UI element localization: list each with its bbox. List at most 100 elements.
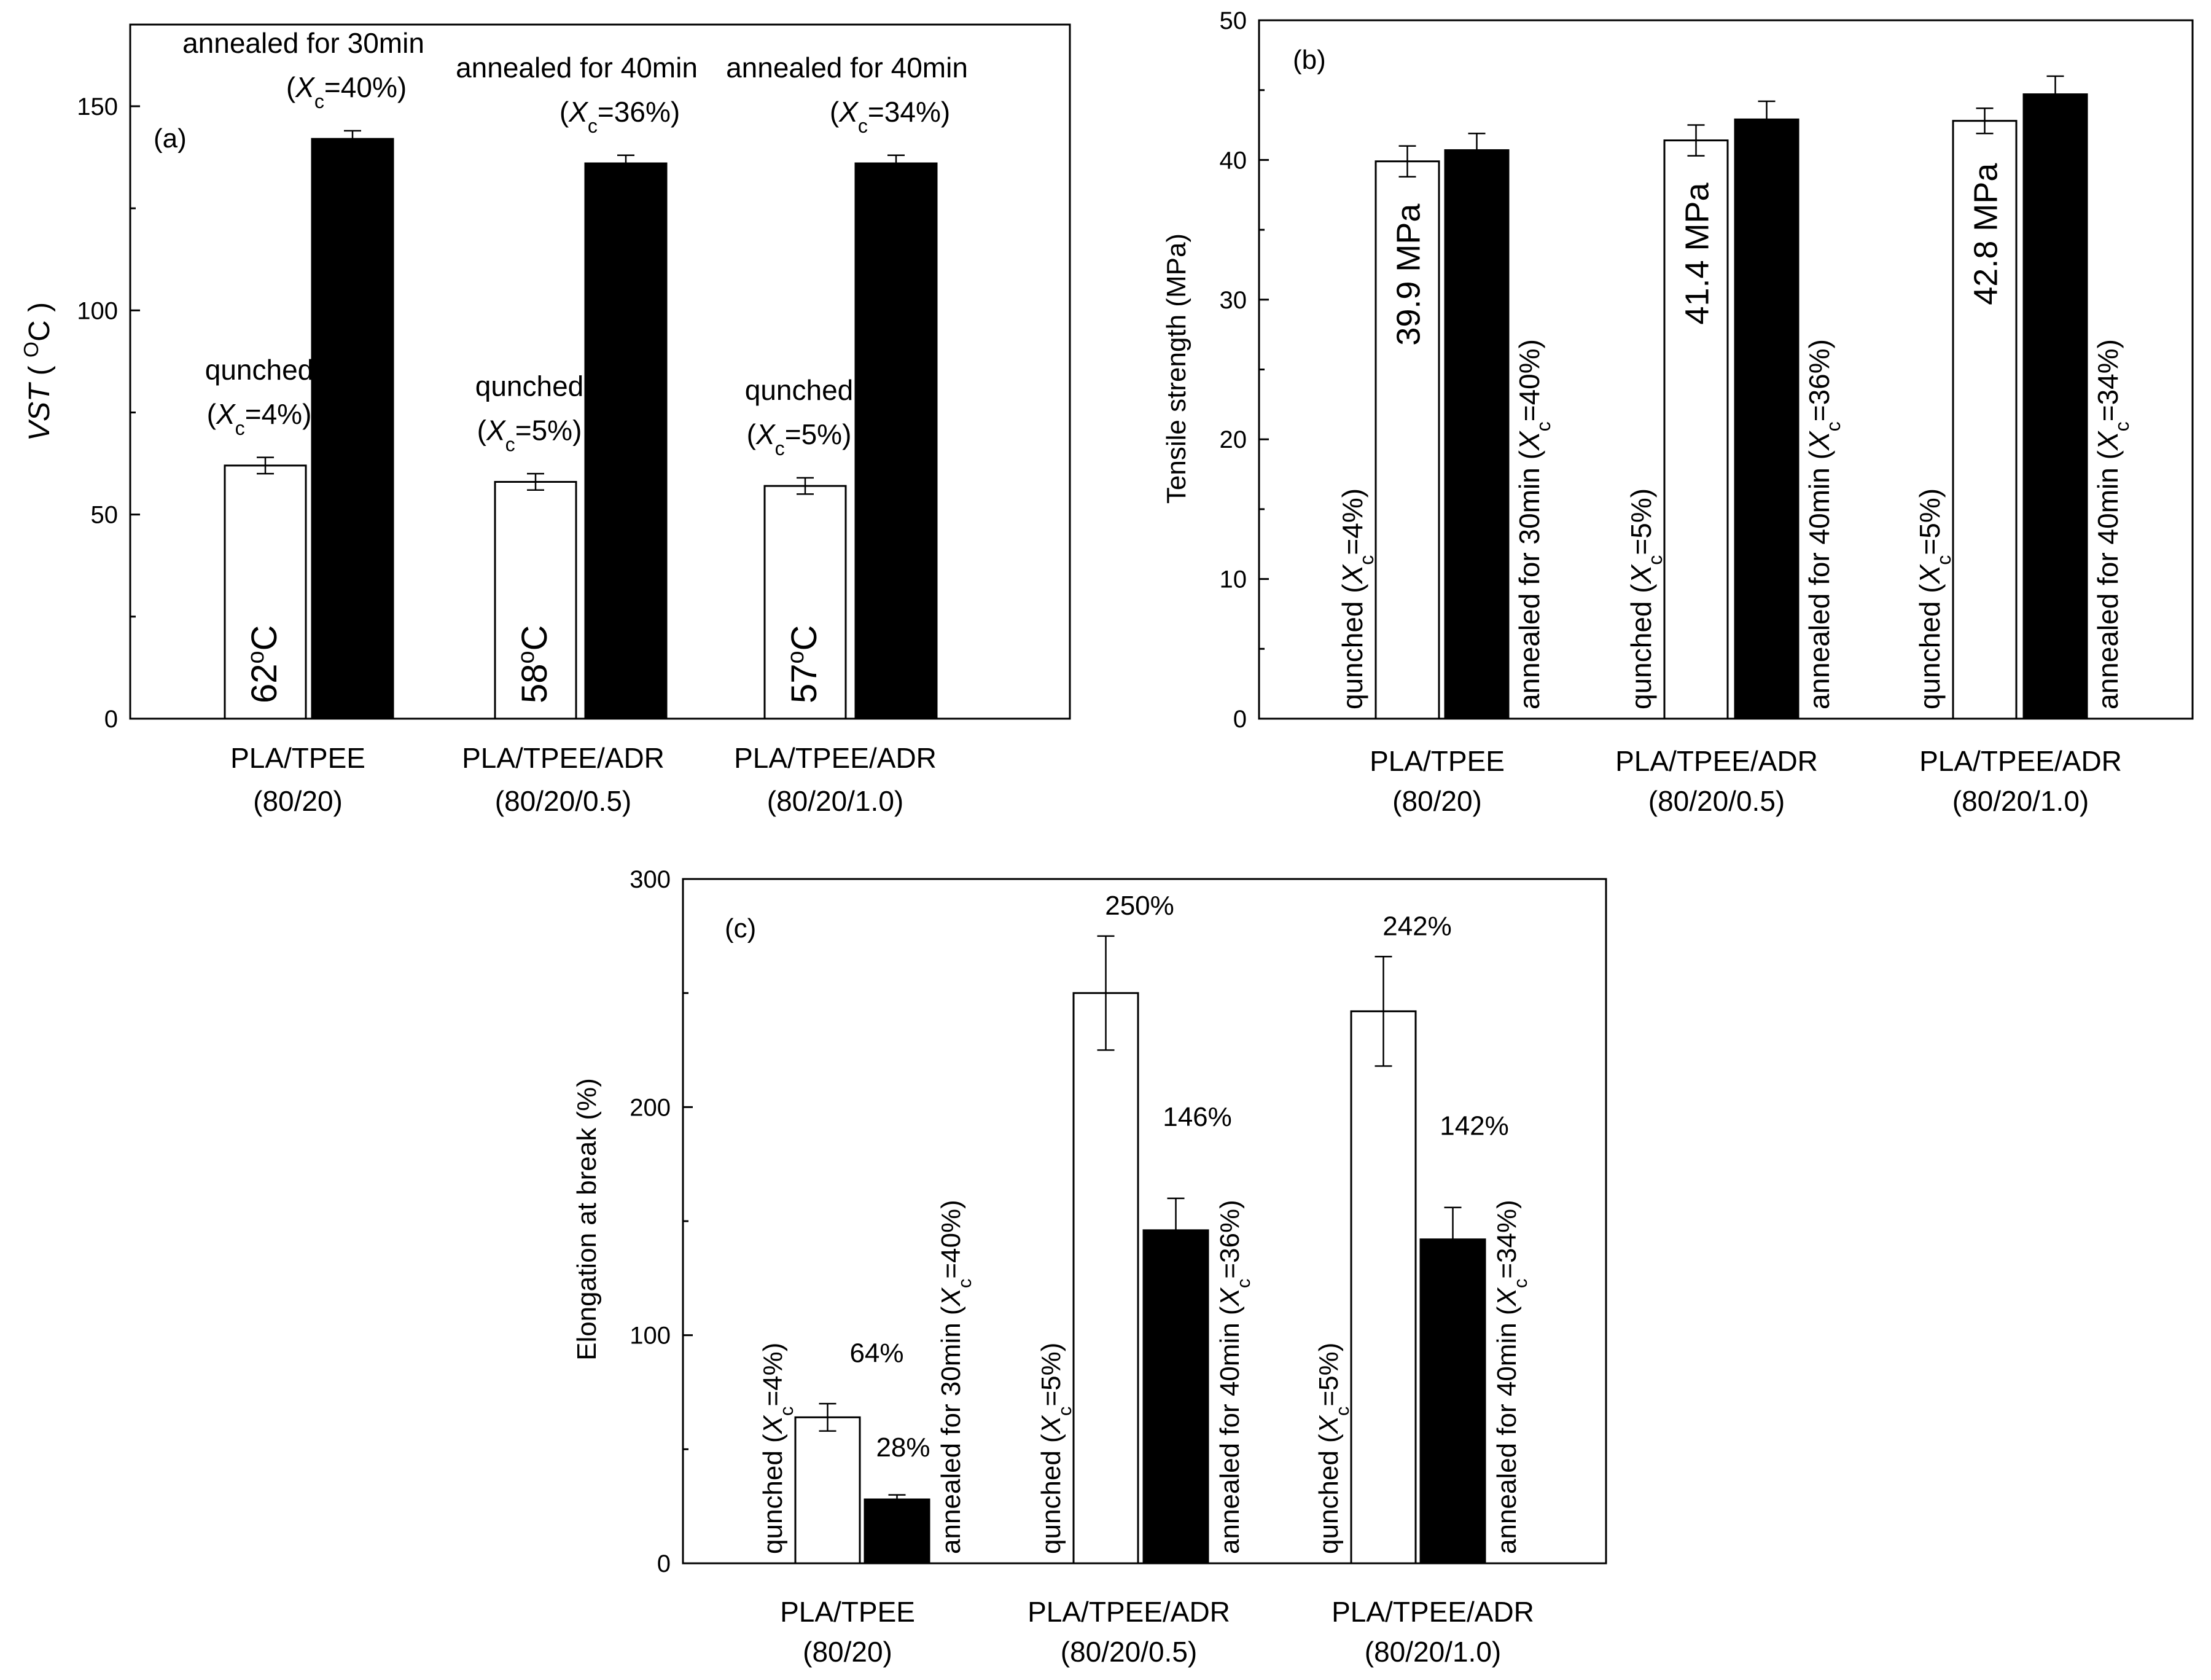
y-tick-label: 10	[1220, 566, 1247, 593]
y-axis-label: Elongation at break (%)	[572, 1078, 602, 1361]
bar-annealed-2	[584, 162, 668, 720]
bar-quenched-1	[224, 464, 307, 720]
y-axis-label: VST ( OC )	[20, 302, 57, 441]
chart-panel-2: 0 10 20 30 40 50 Tensile strength (MPa) (b) PLA/…	[1161, 7, 2194, 817]
data-label: 44.7 MPa	[2038, 136, 2075, 278]
error-bar	[2046, 75, 2064, 114]
y-axis-label: Tensile strength (MPa)	[1161, 233, 1191, 504]
bar-quenched-3	[1350, 1010, 1417, 1565]
bar-annealed-2	[1142, 1229, 1209, 1565]
bar-annealed-3	[2022, 93, 2088, 720]
condition-label: annealed for 40min (Xc=34%)	[2092, 339, 2133, 709]
condition-label: annealed for 40min	[456, 52, 698, 84]
bar-annealed-3	[854, 162, 938, 720]
condition-label: qunched (Xc=4%)	[758, 1343, 797, 1554]
condition-label: annealed for 40min (Xc=34%)	[1492, 1200, 1531, 1554]
error-bar	[527, 472, 544, 491]
crystallinity-label: (Xc=5%)	[747, 418, 852, 459]
data-label: 242%	[1382, 911, 1452, 941]
x-category-label: (80/20)	[253, 785, 343, 817]
data-label: 40.7 MPa	[1460, 192, 1497, 334]
error-bar	[1375, 956, 1392, 1067]
data-label: 41.4 MPa	[1679, 182, 1716, 324]
y-tick-label: 0	[1233, 706, 1247, 733]
chart-panel-1: 0 50 100 150 VST ( OC ) (a) PLA/TPEE (80/20) PLA…	[20, 23, 1071, 817]
data-label: 42.8 MPa	[1968, 163, 2005, 305]
y-tick-label: 100	[630, 1323, 671, 1350]
x-category-label: PLA/TPEE/ADR	[734, 742, 937, 774]
panel-label: (a)	[154, 123, 187, 154]
error-bar	[1976, 107, 1994, 135]
y-tick-label: 40	[1220, 147, 1247, 174]
chart-panel-3: 0 100 200 300 Elongation at break (%) (c) PLA/…	[572, 866, 1607, 1668]
x-category-label: (80/20/0.5)	[495, 785, 631, 817]
bar-annealed-1	[311, 138, 394, 720]
x-category-label: PLA/TPEE/ADR	[1332, 1596, 1534, 1628]
bar-quenched-3	[1952, 120, 2018, 720]
bar-annealed-3	[1419, 1238, 1486, 1565]
x-category-label: PLA/TPEE/ADR	[1615, 745, 1818, 777]
x-category-label: PLA/TPEE	[1370, 745, 1505, 777]
x-category-label: (80/20/1.0)	[1952, 785, 2089, 817]
x-category-label: (80/20/1.0)	[767, 785, 903, 817]
y-tick-label: 150	[77, 93, 118, 120]
data-label: 42.9 MPa	[1750, 161, 1787, 303]
condition-label: annealed for 40min (Xc=36%)	[1803, 339, 1844, 709]
panel-label: (b)	[1293, 45, 1326, 75]
condition-label: qunched	[745, 374, 854, 406]
condition-label: annealed for 30min (Xc=40%)	[936, 1200, 975, 1554]
condition-label: qunched	[475, 370, 584, 402]
data-label: 146%	[1163, 1102, 1232, 1132]
crystallinity-label: (Xc=5%)	[477, 414, 582, 455]
bar-quenched-2	[1072, 992, 1139, 1565]
error-bar	[1398, 145, 1416, 178]
condition-label: qunched (Xc=5%)	[1914, 488, 1955, 709]
data-label: 142%	[1440, 1111, 1509, 1141]
x-category-label: (80/20/1.0)	[1365, 1636, 1501, 1668]
x-category-label: PLA/TPEE/ADR	[1028, 1596, 1230, 1628]
bar-quenched-1	[794, 1416, 861, 1565]
data-label: 58oC	[513, 625, 555, 703]
error-bar	[1758, 100, 1776, 139]
x-category-label: (80/20)	[1392, 785, 1482, 817]
error-bar	[1444, 1206, 1462, 1272]
data-label: 39.9 MPa	[1390, 203, 1427, 346]
condition-label: qunched (Xc=5%)	[1036, 1343, 1075, 1554]
error-bar	[1167, 1197, 1185, 1264]
condition-label: qunched (Xc=4%)	[1336, 488, 1378, 709]
condition-label: qunched (Xc=5%)	[1625, 488, 1666, 709]
bar-annealed-1	[1444, 149, 1510, 720]
x-category-label: (80/20/0.5)	[1648, 785, 1785, 817]
y-tick-label: 200	[630, 1094, 671, 1121]
data-label: 136oC	[873, 605, 915, 703]
x-category-label: PLA/TPEE	[230, 742, 365, 774]
error-bar	[888, 1494, 906, 1505]
x-category-label: PLA/TPEE/ADR	[1919, 745, 2122, 777]
panel-label: (c)	[725, 913, 756, 944]
data-label: 136oC	[603, 605, 645, 703]
data-label: 57oC	[782, 625, 824, 703]
data-label: 142oC	[330, 605, 372, 703]
data-label: 64%	[849, 1338, 903, 1368]
crystallinity-label: (Xc=4%)	[207, 398, 312, 439]
error-bar	[1687, 124, 1705, 157]
bar-quenched-1	[1375, 160, 1440, 720]
error-bar	[819, 1402, 836, 1432]
y-tick-label: 0	[657, 1550, 671, 1577]
y-tick-label: 0	[104, 706, 118, 733]
x-category-label: PLA/TPEE/ADR	[462, 742, 665, 774]
data-label: 250%	[1105, 891, 1174, 921]
condition-label: annealed for 30min (Xc=40%)	[1513, 339, 1554, 709]
crystallinity-label: (Xc=36%)	[560, 96, 680, 137]
condition-label: qunched	[205, 354, 314, 386]
bar-quenched-3	[763, 485, 847, 720]
condition-label: annealed for 30min	[182, 27, 424, 59]
error-bar	[797, 477, 814, 495]
error-bar	[344, 130, 361, 148]
error-bar	[1097, 935, 1115, 1051]
x-category-label: (80/20)	[803, 1636, 892, 1668]
data-label: 62oC	[243, 625, 284, 703]
condition-label: qunched (Xc=5%)	[1314, 1343, 1353, 1554]
x-category-label: PLA/TPEE	[780, 1596, 915, 1628]
